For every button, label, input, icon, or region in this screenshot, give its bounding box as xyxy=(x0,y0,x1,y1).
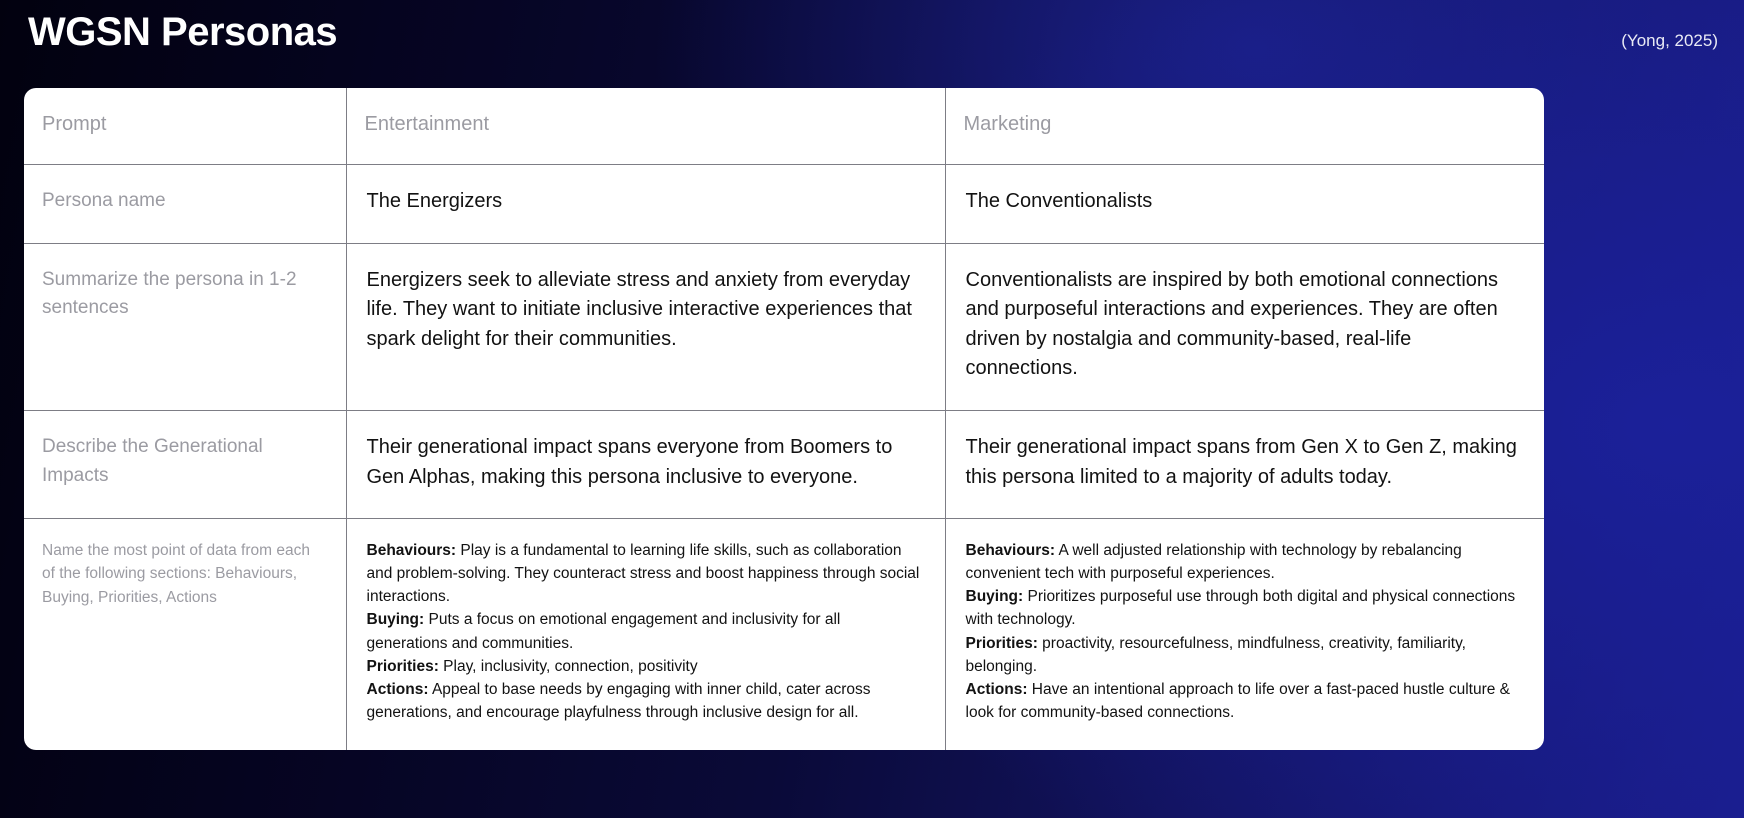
data-point-label: Actions: xyxy=(366,680,429,698)
cell-marketing-persona-name: The Conventionalists xyxy=(944,164,1544,244)
row-prompt-generational-impacts: Describe the Generational Impacts xyxy=(24,409,347,520)
data-point-section: Buying: Prioritizes purposeful use throu… xyxy=(965,588,1516,629)
cell-marketing-data-points: Behaviours: A well adjusted relationship… xyxy=(944,518,1544,750)
cell-entertainment-persona-name: The Energizers xyxy=(345,164,946,244)
table-header-row: Prompt Entertainment Marketing xyxy=(24,88,1544,165)
data-point-section: Actions: Have an intentional approach to… xyxy=(965,680,1511,721)
cell-entertainment-data-points: Behaviours: Play is a fundamental to lea… xyxy=(345,518,946,750)
cell-marketing-summary: Conventionalists are inspired by both em… xyxy=(944,242,1544,411)
row-prompt-summary: Summarize the persona in 1-2 sentences xyxy=(24,242,347,411)
column-header-prompt: Prompt xyxy=(24,88,347,165)
persona-table: Prompt Entertainment Marketing Persona n… xyxy=(24,88,1544,750)
table-row: Persona name The Energizers The Conventi… xyxy=(24,164,1544,244)
data-point-label: Buying: xyxy=(965,588,1024,606)
cell-entertainment-generational-impacts: Their generational impact spans everyone… xyxy=(345,409,946,520)
data-point-section: Priorities: proactivity, resourcefulness… xyxy=(965,634,1466,675)
data-point-label: Buying: xyxy=(366,611,425,629)
persona-table-card: Prompt Entertainment Marketing Persona n… xyxy=(24,88,1544,750)
data-point-section: Buying: Puts a focus on emotional engage… xyxy=(366,611,841,652)
column-header-marketing: Marketing xyxy=(944,88,1544,165)
data-point-label: Behaviours: xyxy=(965,542,1056,560)
data-point-section: Priorities: Play, inclusivity, connectio… xyxy=(366,657,698,675)
data-point-section: Actions: Appeal to base needs by engagin… xyxy=(366,680,871,721)
data-point-label: Behaviours: xyxy=(366,542,457,560)
page-title: WGSN Personas xyxy=(28,10,338,54)
data-point-section: Behaviours: A well adjusted relationship… xyxy=(965,542,1462,583)
data-point-label: Priorities: xyxy=(965,634,1038,652)
table-row: Describe the Generational Impacts Their … xyxy=(24,409,1544,520)
row-prompt-data-points: Name the most point of data from each of… xyxy=(24,518,347,750)
data-point-label: Priorities: xyxy=(366,657,439,675)
row-prompt-persona-name: Persona name xyxy=(24,164,347,244)
cell-marketing-generational-impacts: Their generational impact spans from Gen… xyxy=(944,409,1544,520)
table-row: Name the most point of data from each of… xyxy=(24,518,1544,750)
table-row: Summarize the persona in 1-2 sentences E… xyxy=(24,242,1544,411)
page-header: WGSN Personas (Yong, 2025) xyxy=(0,0,1744,88)
data-point-section: Behaviours: Play is a fundamental to lea… xyxy=(366,542,920,606)
citation-label: (Yong, 2025) xyxy=(1621,31,1718,50)
cell-entertainment-summary: Energizers seek to alleviate stress and … xyxy=(345,242,946,411)
column-header-entertainment: Entertainment xyxy=(345,88,946,165)
data-point-label: Actions: xyxy=(965,680,1028,698)
